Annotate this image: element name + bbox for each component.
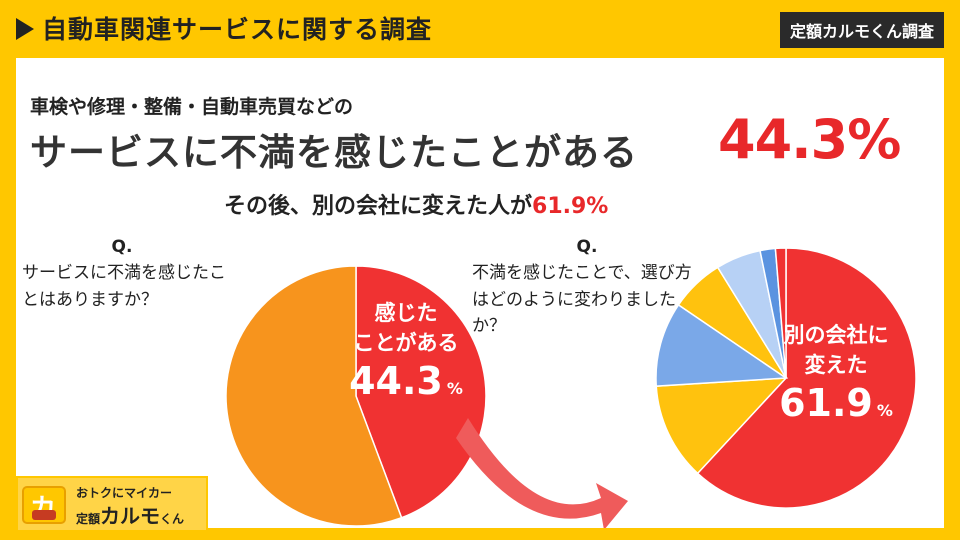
play-triangle-icon <box>16 18 34 40</box>
logo-name-small: 定額 <box>76 512 101 526</box>
pie-1-label-line2: ことがある <box>353 331 459 356</box>
subline: その後、別の会社に変えた人が61.9% <box>224 188 608 220</box>
subline-percent: 61.9% <box>532 194 609 219</box>
pie-2-value: 61.9 <box>779 380 873 425</box>
pie-chart-1 <box>225 265 487 527</box>
question-1: Q. サービスに不満を感じたことはありますか？ <box>22 234 242 313</box>
brand-logo: カ おトクにマイカー 定額カルモくん <box>16 476 208 532</box>
pie-2-label-line1: 別の会社に <box>783 323 889 347</box>
pie-slice-2 <box>225 265 403 527</box>
logo-tagline: おトクにマイカー <box>76 486 173 500</box>
flow-arrow-icon <box>456 418 628 528</box>
pie-slice-1 <box>696 247 917 509</box>
pie-2-label: 別の会社に 変えた 61.9% <box>771 320 901 425</box>
question-1-mark: Q. <box>111 237 133 257</box>
pie-chart-2 <box>655 247 917 509</box>
pie-slice-3 <box>655 303 789 387</box>
brand-badge: 定額カルモくん調査 <box>779 12 944 48</box>
question-1-text: サービスに不満を感じたことはありますか？ <box>22 263 226 310</box>
pie-slice-2 <box>655 377 788 475</box>
charts-svg <box>225 247 917 528</box>
pie-2-label-line2: 変えた <box>804 353 868 378</box>
logo-name-main: カルモ <box>100 504 161 528</box>
pie-slice-1 <box>355 265 487 519</box>
logo-name: 定額カルモくん <box>76 500 184 529</box>
headline-text: サービスに不満を感じたことがある <box>30 131 638 174</box>
logo-name-tail: くん <box>160 512 185 526</box>
pie-2-unit: % <box>876 400 893 420</box>
pie-1-label-line1: 感じた <box>374 301 438 325</box>
headline-percent: 44.3% <box>718 108 901 171</box>
subline-text: その後、別の会社に変えた人が <box>224 194 533 219</box>
pie-1-value: 44.3 <box>349 358 443 403</box>
content-panel: 車検や修理・整備・自動車売買などの サービスに不満を感じたことがある 44.3%… <box>16 58 944 528</box>
page-title-text: 自動車関連サービスに関する調査 <box>42 15 433 44</box>
question-2-text: 不満を感じたことで、選び方はどのように変わりましたか？ <box>472 263 692 337</box>
pie-1-unit: % <box>446 378 463 398</box>
question-2: Q. 不満を感じたことで、選び方はどのように変わりましたか？ <box>472 234 702 339</box>
pie-1-label: 感じた ことがある 44.3% <box>341 298 471 403</box>
pie-slice-7 <box>774 247 787 379</box>
page-title: 自動車関連サービスに関する調査 <box>16 10 432 46</box>
lead-text: 車検や修理・整備・自動車売買などの <box>30 96 354 118</box>
car-logo-icon: カ <box>22 486 66 524</box>
question-2-mark: Q. <box>576 237 598 257</box>
